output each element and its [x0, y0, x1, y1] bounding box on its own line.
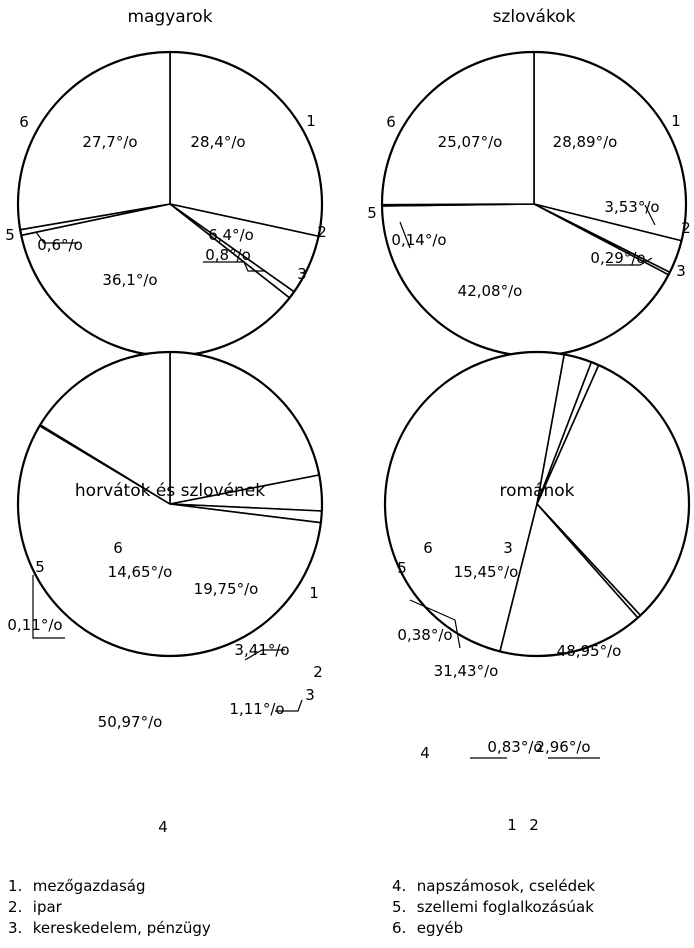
value-label-1: 28,89°/o: [553, 133, 618, 151]
value-label-2: 3,53°/o: [604, 198, 659, 216]
category-number-1: 1: [507, 816, 517, 834]
category-number-2: 2: [681, 219, 691, 237]
category-number-5: 5: [5, 226, 15, 244]
category-number-3: 3: [305, 686, 315, 704]
value-label-4: 50,97°/o: [98, 713, 163, 731]
value-label-1: 19,75°/o: [194, 580, 259, 598]
value-label-5: 0,14°/o: [391, 231, 446, 249]
legend-item-2: 2. ipar: [8, 898, 62, 916]
category-number-3: 3: [503, 539, 513, 557]
category-number-4: 4: [420, 744, 430, 762]
value-label-6: 15,45°/o: [454, 563, 519, 581]
category-number-5: 5: [35, 558, 45, 576]
leader-line: [275, 699, 303, 712]
category-number-3: 3: [676, 262, 686, 280]
pie-title: románok: [499, 481, 574, 501]
pie-title: szlovákok: [493, 7, 576, 27]
leader-line: [409, 599, 461, 649]
pie-charts: magyarok12345628,4°/o6,4°/o0,8°/o36,1°/o…: [5, 7, 691, 836]
category-number-5: 5: [397, 559, 407, 577]
pie-chart-2: szlovákok12345628,89°/o3,53°/o0,29°/o42,…: [367, 7, 691, 370]
leader-line: [203, 261, 266, 272]
value-label-6: 27,7°/o: [82, 133, 137, 151]
legend-item-4: 4. napszámosok, cselédek: [392, 877, 596, 895]
leader-line: [644, 204, 656, 226]
pie-slice-6: [381, 51, 535, 206]
value-label-5: 0,38°/o: [397, 626, 452, 644]
category-number-2: 2: [529, 816, 539, 834]
category-number-6: 6: [386, 113, 396, 131]
value-label-3: 0,83°/o: [487, 738, 542, 756]
value-label-3: 0,29°/o: [590, 249, 645, 267]
category-number-3: 3: [297, 265, 307, 283]
value-label-1: 28,4°/o: [190, 133, 245, 151]
value-label-3: 1,11°/o: [229, 700, 284, 718]
leader-line: [399, 221, 411, 249]
value-label-6: 14,65°/o: [108, 563, 173, 581]
category-number-5: 5: [367, 204, 377, 222]
value-label-5: 0,11°/o: [7, 616, 62, 634]
legend-item-1: 1. mezőgazdaság: [8, 877, 146, 895]
legend-item-6: 6. egyéb: [392, 919, 464, 937]
category-number-2: 2: [317, 223, 327, 241]
category-number-6: 6: [19, 113, 29, 131]
legend-right: 4. napszámosok, cselédek 5. szellemi fog…: [392, 876, 595, 939]
pie-title: horvátok és szlovének: [75, 481, 265, 501]
leader-line: [35, 231, 78, 244]
legend-left: 1. mezőgazdaság 2. ipar 3. kereskedelem,…: [8, 876, 211, 939]
category-number-1: 1: [309, 584, 319, 602]
value-label-4: 36,1°/o: [102, 271, 157, 289]
category-number-2: 2: [313, 663, 323, 681]
pie-outline: [16, 350, 324, 658]
pie-title: magyarok: [127, 7, 212, 27]
leader-line: [244, 649, 285, 661]
value-label-2: 6,4°/o: [208, 226, 254, 244]
category-number-4: 4: [158, 818, 168, 836]
value-label-6: 25,07°/o: [438, 133, 503, 151]
leader-line: [32, 575, 65, 639]
pie-outline: [383, 350, 691, 658]
value-label-3: 0,8°/o: [205, 246, 251, 264]
legend-item-5: 5. szellemi foglalkozásúak: [392, 898, 594, 916]
category-number-1: 1: [306, 112, 316, 130]
value-label-4: 31,43°/o: [434, 662, 499, 680]
pie-chart-3: horvátok és szlovének12345619,75°/o3,41°…: [7, 350, 324, 836]
legend-item-3: 3. kereskedelem, pénzügy: [8, 919, 211, 937]
value-label-1: 48,95°/o: [557, 642, 622, 660]
category-number-6: 6: [113, 539, 123, 557]
category-number-6: 6: [423, 539, 433, 557]
value-label-2: 2,96°/o: [535, 738, 590, 756]
category-number-1: 1: [671, 112, 681, 130]
leader-line: [606, 257, 653, 266]
value-label-4: 42,08°/o: [458, 282, 523, 300]
value-label-5: 0,6°/o: [37, 236, 83, 254]
pie-chart-1: magyarok12345628,4°/o6,4°/o0,8°/o36,1°/o…: [5, 7, 327, 370]
